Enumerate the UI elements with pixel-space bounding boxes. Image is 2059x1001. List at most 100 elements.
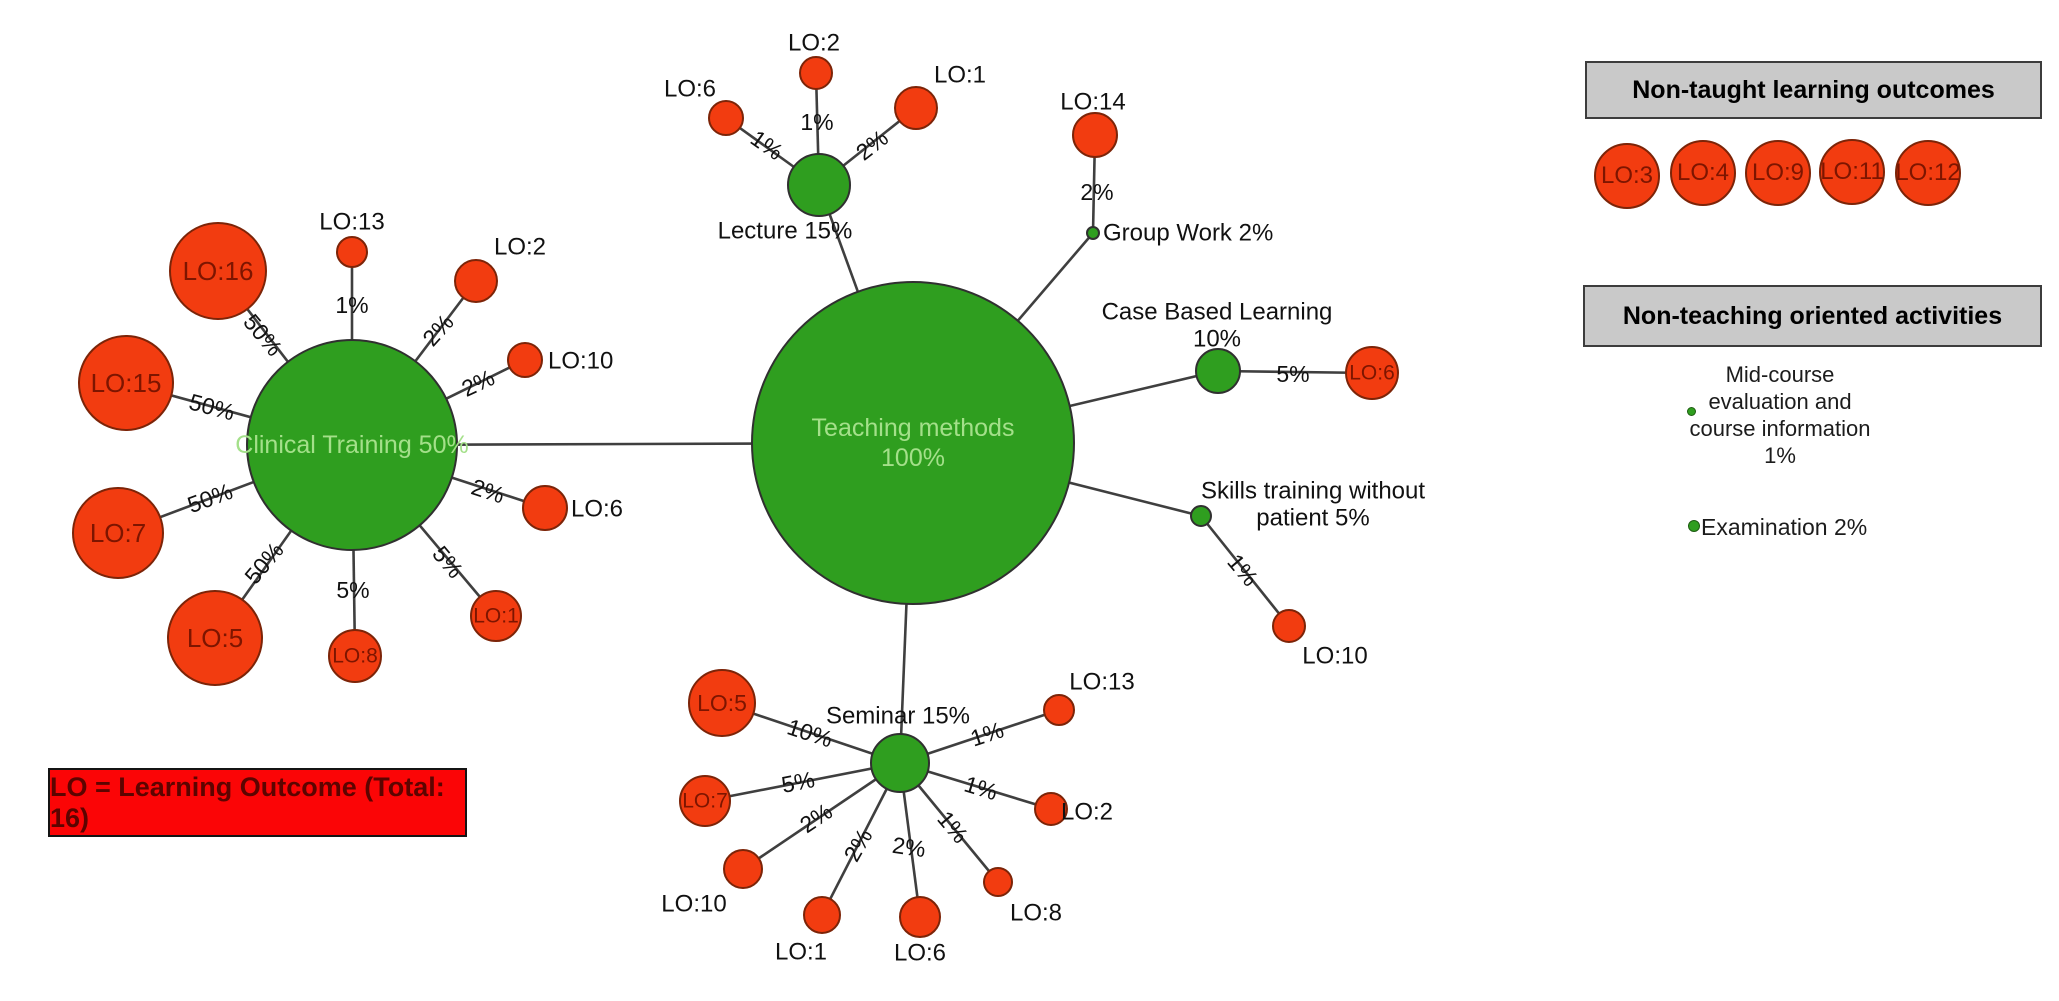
- non-taught-lo-circle-9: LO:9: [1745, 140, 1811, 206]
- node-lo6-case: [1345, 346, 1399, 400]
- node-label-clinical: Clinical Training 50%: [235, 431, 468, 459]
- lo-legend-text: LO = Learning Outcome (Total: 16): [50, 771, 445, 833]
- edge-label: 50%: [184, 478, 236, 518]
- node-label-lo6-clinical: LO:6: [571, 496, 623, 523]
- edge-label: 1%: [335, 292, 368, 318]
- non-teaching-panel-header: Non-teaching oriented activities: [1583, 285, 2042, 347]
- node-label-skills: patient 5%: [1256, 505, 1369, 532]
- non-taught-lo-circle-11: LO:11: [1819, 139, 1885, 205]
- node-label-lo10-seminar: LO:10: [661, 891, 726, 918]
- mid-course-dot-icon: [1687, 407, 1696, 416]
- edge-label: 5%: [1276, 361, 1309, 387]
- node-label-teaching: 100%: [881, 444, 945, 472]
- node-clinical: [246, 339, 458, 551]
- edge-label: 2%: [891, 832, 928, 862]
- edge-label: 5%: [336, 577, 369, 603]
- node-label-skills: Skills training without: [1201, 478, 1425, 505]
- examination-label: Examination 2%: [1701, 514, 1868, 540]
- node-teaching: [751, 281, 1075, 605]
- node-lo1-lecture: [894, 86, 938, 130]
- examination-dot-icon: [1688, 520, 1700, 532]
- non-taught-lo-circle-4: LO:4: [1670, 140, 1736, 206]
- mid-course-line: Mid-course: [1725, 362, 1835, 387]
- edge-label: 1%: [961, 771, 1000, 806]
- node-lo1-clinical: [470, 590, 522, 642]
- non-taught-lo-circle-3: LO:3: [1594, 143, 1660, 209]
- edge-label: 50%: [186, 388, 237, 425]
- node-label-lo10-skills: LO:10: [1302, 643, 1367, 670]
- edge-label: 2%: [795, 798, 837, 838]
- non-taught-lo-label: LO:12: [1895, 159, 1961, 186]
- edge-label: 2%: [417, 309, 459, 351]
- node-lo7-seminar: [679, 775, 731, 827]
- edge-label: 2%: [457, 364, 498, 402]
- node-label-lo6-lecture: LO:6: [664, 76, 716, 103]
- node-label-lo13-seminar: LO:13: [1069, 669, 1134, 696]
- node-label-lo2-seminar: LO:2: [1061, 799, 1113, 826]
- edge-label: 2%: [1080, 179, 1113, 205]
- node-label-lo13-clinical: LO:13: [319, 209, 384, 236]
- mid-course-label: Mid-course evaluation and course informa…: [1660, 361, 1900, 469]
- node-skills: [1190, 505, 1212, 527]
- node-label-lo5-seminar: LO:5: [697, 690, 747, 716]
- node-label-lo6-seminar: LO:6: [894, 940, 946, 967]
- node-label-case: 10%: [1193, 326, 1241, 353]
- node-label-lo2-lecture: LO:2: [788, 30, 840, 57]
- non-taught-lo-circle-12: LO:12: [1895, 140, 1961, 206]
- node-lo13-clinical: [336, 236, 368, 268]
- node-lo5-clinical: [167, 590, 263, 686]
- mid-course-line: evaluation and: [1708, 389, 1852, 414]
- node-lo10-skills: [1272, 609, 1306, 643]
- node-label-lo1-clinical: LO:1: [473, 605, 519, 628]
- node-label-lo8-clinical: LO:8: [332, 645, 378, 668]
- node-label-lo10-clinical: LO:10: [548, 348, 613, 375]
- node-label-lo8-seminar: LO:8: [1010, 900, 1062, 927]
- non-taught-lo-label: LO:11: [1820, 158, 1884, 185]
- node-seminar: [870, 733, 930, 793]
- node-label-lo5-clinical: LO:5: [187, 623, 243, 653]
- node-lo2-seminar: [1034, 792, 1068, 826]
- non-taught-lo-label: LO:9: [1751, 159, 1805, 186]
- non-taught-panel-header: Non-taught learning outcomes: [1585, 61, 2042, 119]
- node-label-case: Case Based Learning: [1102, 299, 1333, 326]
- node-label-lo1-lecture: LO:1: [934, 62, 986, 89]
- node-lo8-clinical: [328, 629, 382, 683]
- node-lo5-seminar: [688, 669, 756, 737]
- node-case: [1195, 348, 1241, 394]
- node-lo16-clinical: [169, 222, 267, 320]
- node-label-lo2-clinical: LO:2: [494, 234, 546, 261]
- node-lecture: [787, 153, 851, 217]
- non-teaching-panel-title: Non-teaching oriented activities: [1622, 301, 2003, 330]
- non-taught-lo-label: LO:3: [1600, 162, 1654, 189]
- node-label-lo1-seminar: LO:1: [775, 939, 827, 966]
- node-label-lo14-group: LO:14: [1060, 89, 1125, 116]
- node-label-lo7-seminar: LO:7: [682, 790, 728, 813]
- node-lo6-clinical: [522, 485, 568, 531]
- node-lo2-lecture: [799, 56, 833, 90]
- edge-label: 1%: [967, 716, 1007, 751]
- edge-line: [704, 761, 901, 803]
- edge-label: 2%: [838, 824, 877, 866]
- node-lo10-clinical: [507, 342, 543, 378]
- node-lo2-clinical: [454, 259, 498, 303]
- edge-label: 1%: [932, 806, 973, 848]
- mid-course-line: 1%: [1764, 443, 1796, 468]
- node-label-lo7-clinical: LO:7: [90, 518, 146, 548]
- node-lo14-group: [1072, 112, 1118, 158]
- edge-label: 5%: [779, 766, 817, 798]
- node-lo13-seminar: [1043, 694, 1075, 726]
- node-groupwork: [1086, 226, 1100, 240]
- node-lo15-clinical: [78, 335, 174, 431]
- node-lo8-seminar: [983, 867, 1013, 897]
- node-lo1-seminar: [803, 896, 841, 934]
- edge-line: [1199, 515, 1291, 627]
- node-label-teaching: Teaching methods: [812, 414, 1015, 442]
- node-lo7-clinical: [72, 487, 164, 579]
- node-label-lo6-case: LO:6: [1349, 362, 1395, 385]
- node-label-lo15-clinical: LO:15: [91, 368, 162, 398]
- node-label-lecture: Lecture 15%: [718, 218, 853, 245]
- node-lo10-seminar: [723, 849, 763, 889]
- lo-legend-box: LO = Learning Outcome (Total: 16): [48, 768, 467, 837]
- node-label-groupwork: Group Work 2%: [1103, 220, 1273, 247]
